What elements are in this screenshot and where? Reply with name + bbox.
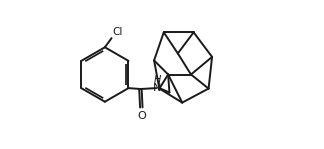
Text: Cl: Cl: [112, 27, 122, 37]
Text: O: O: [137, 111, 146, 121]
Text: N: N: [153, 83, 161, 93]
Text: H: H: [154, 75, 161, 85]
